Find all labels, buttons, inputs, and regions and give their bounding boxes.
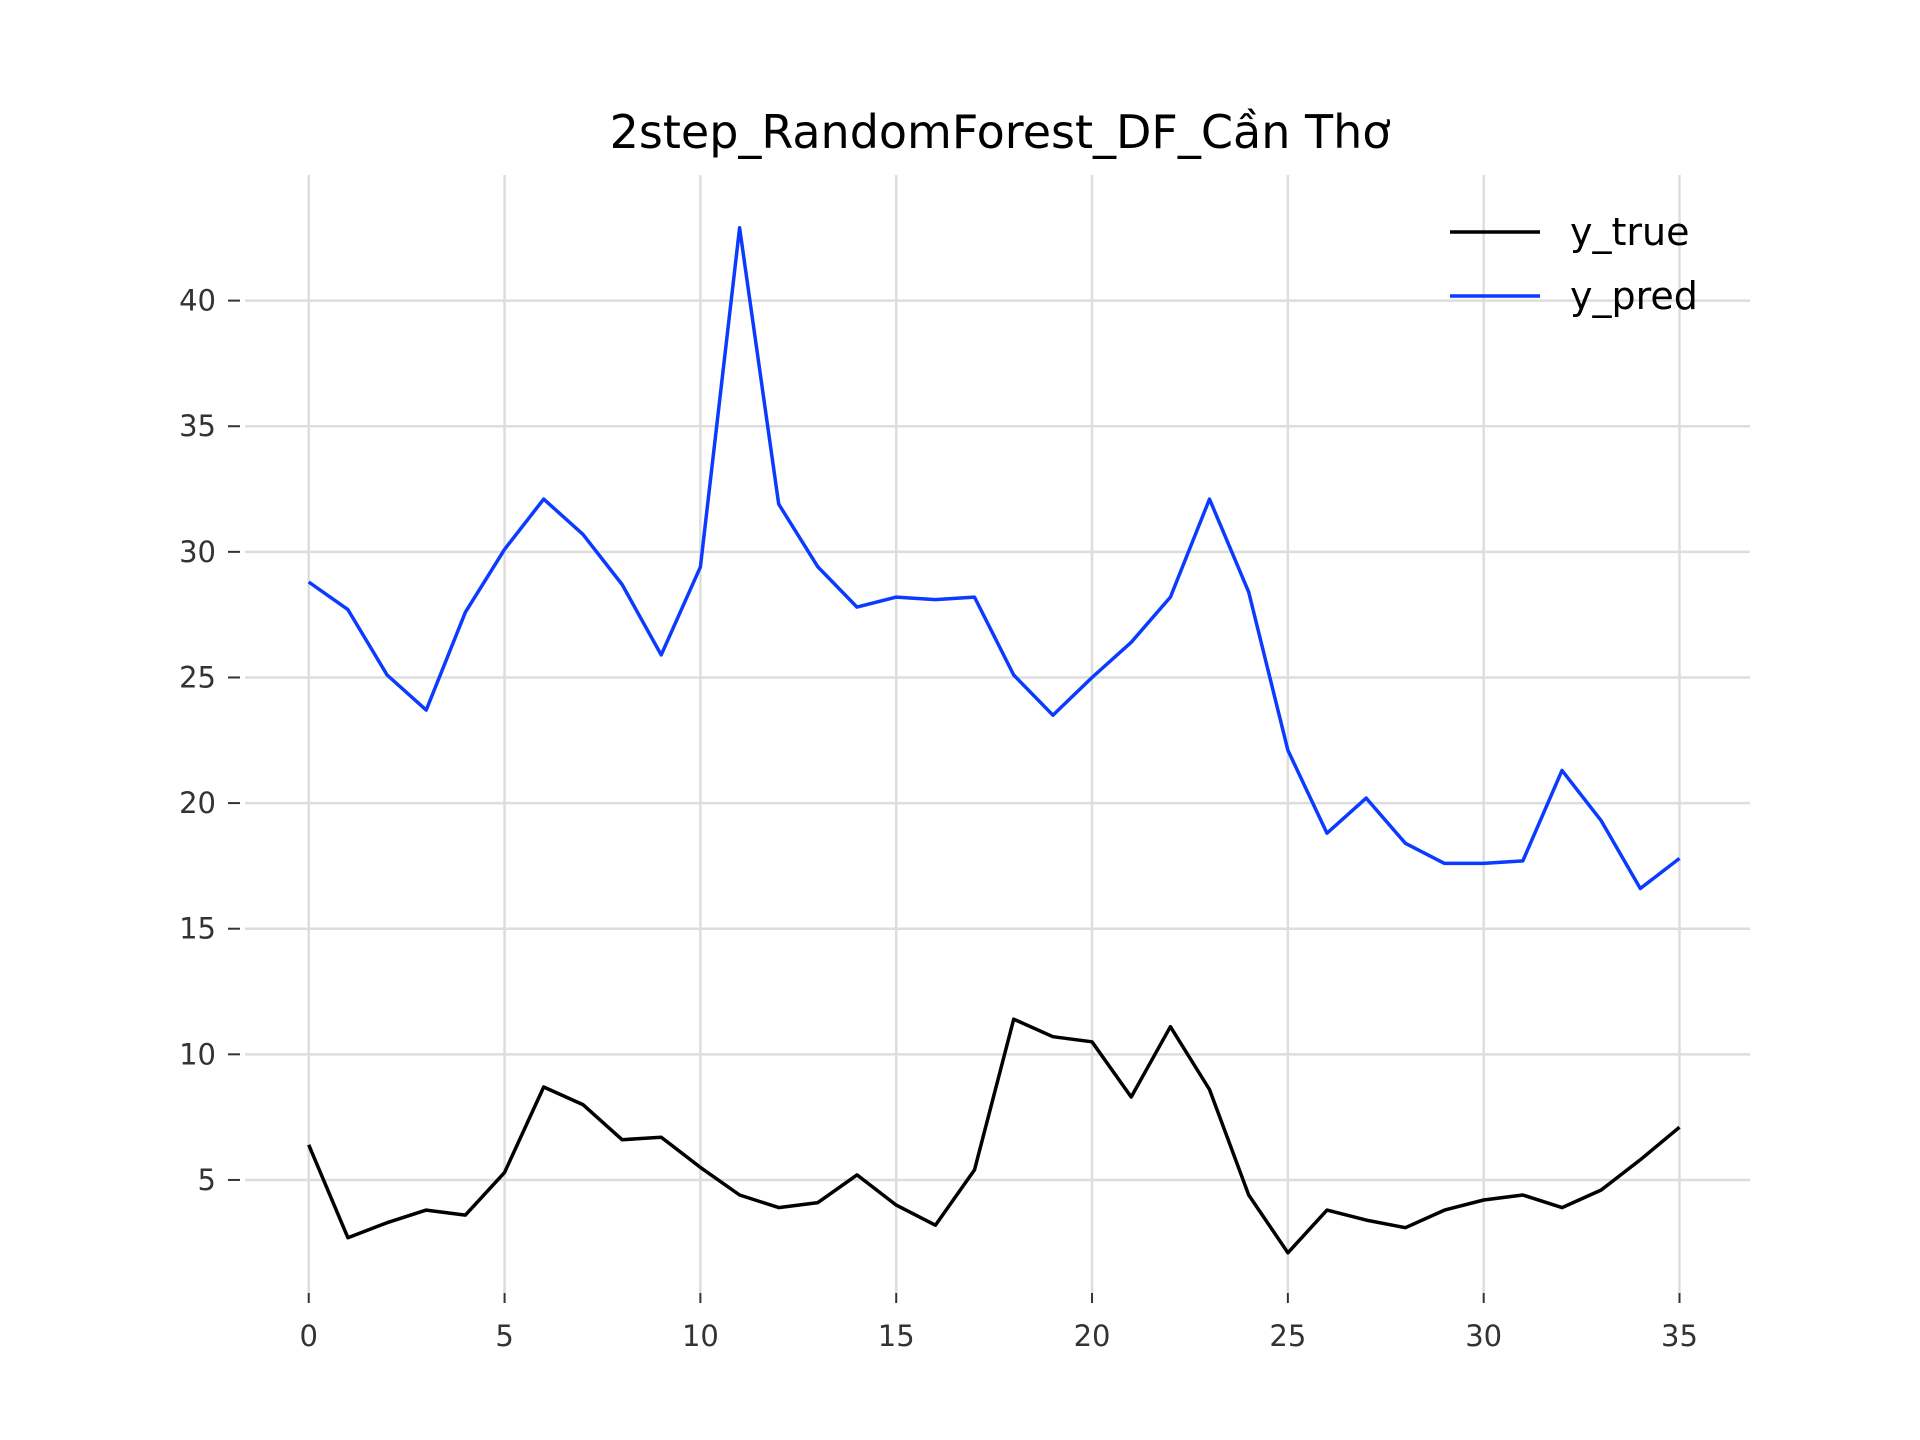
y-tick-label-10: 10 (179, 1037, 216, 1071)
series-lines (307, 226, 1681, 1255)
legend-label-y-pred: y_pred (1570, 274, 1698, 318)
y-tick-label-5: 5 (198, 1163, 216, 1197)
y-tick-label-35: 35 (179, 409, 216, 443)
series-line-y-pred (307, 226, 1681, 891)
x-tick-label-10: 10 (682, 1319, 719, 1353)
y-axis-ticks: 5 10 15 20 25 30 35 40 (179, 284, 240, 1197)
y-tick-label-15: 15 (179, 912, 216, 946)
x-tick-label-0: 0 (300, 1319, 318, 1353)
series-line-y-true (307, 1017, 1681, 1255)
y-tick-label-25: 25 (179, 660, 216, 694)
y-tick-label-20: 20 (179, 786, 216, 820)
grid (245, 175, 1750, 1293)
chart-title: 2step_RandomForest_DF_Cần Thơ (610, 105, 1391, 159)
x-axis-ticks: 0 5 10 15 20 25 30 35 (300, 1293, 1698, 1353)
x-tick-label-25: 25 (1269, 1319, 1306, 1353)
y-tick-label-40: 40 (179, 284, 216, 318)
x-tick-label-20: 20 (1074, 1319, 1111, 1353)
x-tick-label-35: 35 (1661, 1319, 1698, 1353)
y-tick-label-30: 30 (179, 535, 216, 569)
x-tick-label-30: 30 (1465, 1319, 1502, 1353)
legend-label-y-true: y_true (1570, 210, 1689, 254)
legend: y_true y_pred (1450, 210, 1698, 318)
x-tick-label-5: 5 (495, 1319, 513, 1353)
x-tick-label-15: 15 (878, 1319, 915, 1353)
